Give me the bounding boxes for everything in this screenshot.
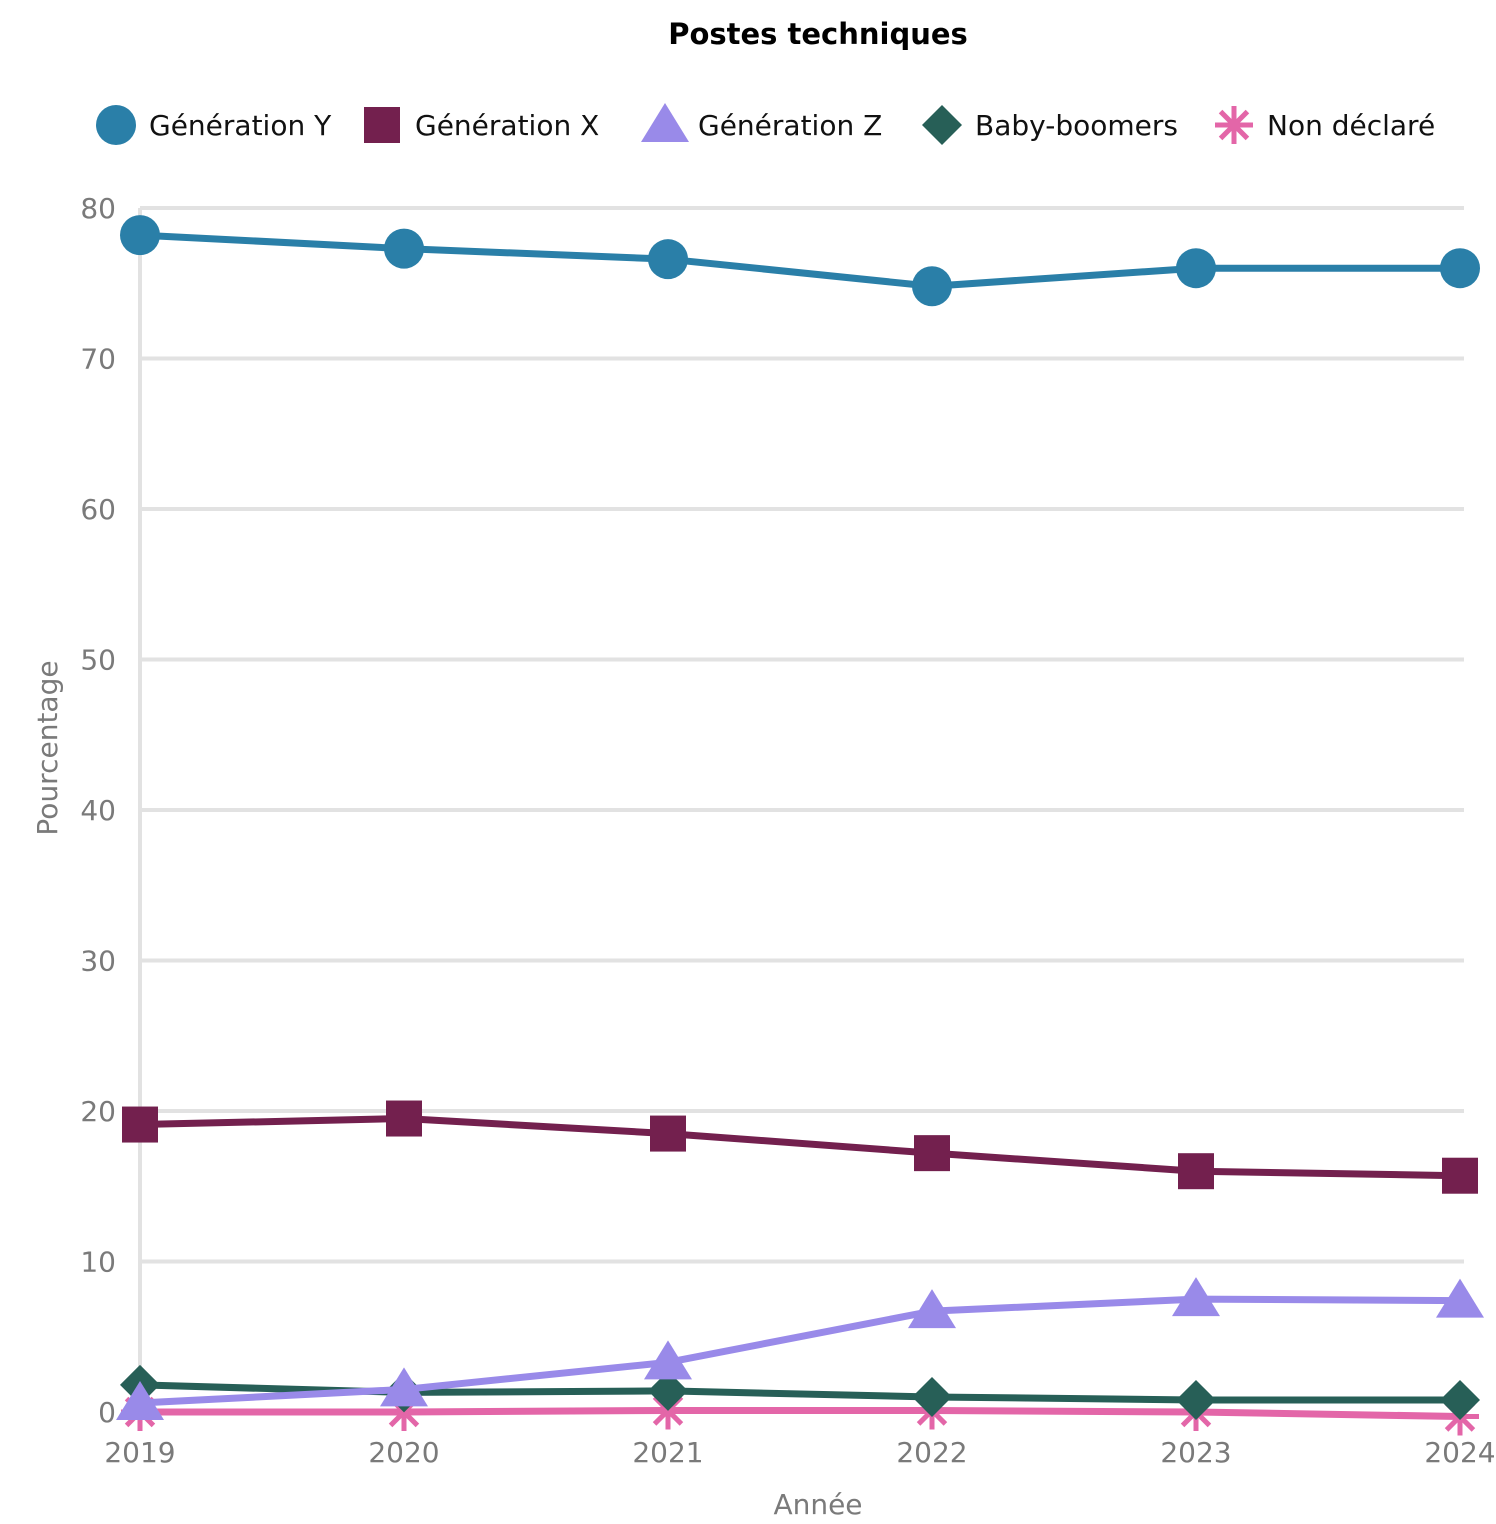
data-point [650,1115,686,1152]
legend-item[interactable]: Génération X [364,107,599,143]
data-point [120,215,160,256]
data-point [122,1106,158,1143]
data-point [1440,248,1480,289]
legend-label: Génération Z [698,109,882,142]
x-axis-ticks: 2019 2020 2021 2022 2023 2024 [104,1436,1495,1469]
x-tick-label: 2024 [1424,1436,1495,1469]
data-point [386,1100,422,1137]
y-tick-label: 40 [80,794,116,827]
legend-item[interactable]: Baby-boomers [922,105,1178,145]
legend-marker [1215,106,1253,144]
data-point [384,228,424,269]
legend-label: Génération X [415,109,599,142]
series-line [139,1115,1461,1180]
x-tick-label: 2023 [1160,1436,1231,1469]
y-axis-ticks: 0 10 20 30 40 50 60 70 80 [80,192,116,1429]
series-line [139,231,1460,290]
y-tick-label: 20 [80,1095,116,1128]
data-point [1442,1157,1478,1194]
data-point [1172,1277,1220,1317]
y-axis-title: Pourcentage [31,660,64,835]
data-point [380,1367,428,1407]
series-g-n-ration-y [120,215,1480,307]
legend-label: Non déclaré [1267,109,1435,142]
series-group [116,215,1484,1436]
data-point [912,1376,952,1417]
legend: Génération Y Génération X Génération Z Baby… [96,103,1435,145]
data-point [1176,248,1216,289]
series-g-n-ration-x [122,1100,1478,1194]
y-tick-label: 0 [98,1396,116,1429]
legend-item[interactable]: Génération Y [96,105,332,145]
y-tick-label: 60 [80,493,116,526]
legend-item[interactable]: Génération Z [641,103,882,142]
x-tick-label: 2022 [896,1436,967,1469]
series-g-n-ration-z [116,1277,1484,1420]
data-point [1436,1278,1484,1318]
series-line [140,1406,1461,1421]
x-axis-title: Année [773,1488,862,1521]
y-tick-label: 10 [80,1246,116,1279]
data-point [648,1370,688,1411]
y-tick-label: 50 [80,644,116,677]
gridlines [140,206,1464,1264]
data-point [1178,1153,1214,1190]
data-point [644,1340,692,1380]
x-tick-label: 2020 [368,1436,439,1469]
series-line [139,1295,1461,1407]
chart-title: Postes techniques [668,17,968,51]
legend-label: Baby-boomers [975,109,1178,142]
legend-marker [641,103,689,142]
legend-marker [364,107,400,143]
data-point [912,266,952,307]
legend-item[interactable]: Non déclaré [1215,106,1435,144]
x-tick-label: 2021 [632,1436,703,1469]
data-point [648,239,688,280]
legend-marker [922,105,962,145]
y-tick-label: 80 [80,192,116,225]
data-point [908,1289,956,1329]
legend-marker [96,105,136,145]
data-point [914,1135,950,1172]
data-point [1440,1379,1480,1420]
data-point [1176,1379,1216,1420]
x-tick-label: 2019 [104,1436,175,1469]
data-point [116,1380,164,1420]
legend-label: Génération Y [149,109,332,142]
y-tick-label: 70 [80,343,116,376]
y-tick-label: 30 [80,945,116,978]
